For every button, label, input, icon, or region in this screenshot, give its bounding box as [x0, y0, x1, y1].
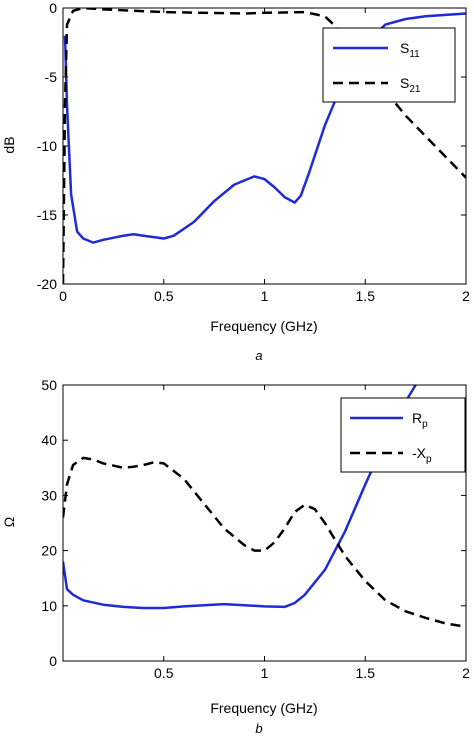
panel-b-y-tick-label: 20	[41, 543, 57, 559]
panel-a-y-tick-label: -5	[45, 69, 58, 85]
panel-b-x-tick-label: 1	[261, 665, 269, 681]
panel-a-y-tick-label: -15	[37, 207, 57, 223]
panel-b-x-tick-label: 0.5	[154, 665, 174, 681]
panel-b-y-tick-label: 40	[41, 432, 57, 448]
panel-b-y-tick-label: 30	[41, 487, 57, 503]
panel-b-y-axis-label: Ω	[1, 517, 17, 527]
panel-a-y-tick-label: -20	[37, 276, 57, 292]
panel-a-legend-label-s21: S21	[400, 75, 421, 95]
panel-a-y-axis-label: dB	[1, 136, 17, 153]
panel-b-legend: Rp -Xp	[340, 397, 466, 473]
panel-a-x-tick-label: 0.5	[154, 288, 174, 304]
panel-a-x-axis-label: Frequency (GHz)	[210, 318, 317, 334]
panel-b-legend-label-xp: -Xp	[412, 445, 432, 465]
panel-b-series-rp-line	[63, 385, 417, 610]
panel-a: 0 0.5 1 1.5 2 0 -5 -10 -15 -20 Frequency (GHz) dB…	[1, 0, 470, 363]
panel-a-x-tick-label: 2	[462, 288, 470, 304]
panel-a-legend-label-s11: S11	[400, 40, 420, 60]
panel-b-legend-box	[340, 397, 466, 473]
panel-b-x-tick-label: 1.5	[356, 665, 376, 681]
panel-a-x-tick-label: 1.5	[356, 288, 376, 304]
panel-a-legend-box	[322, 27, 456, 103]
panel-a-x-tick-label: 1	[261, 288, 269, 304]
panel-b-x-axis-label: Frequency (GHz)	[210, 700, 317, 716]
panel-a-y-tick-label: 0	[49, 0, 57, 16]
panel-b-y-tick-label: 50	[41, 377, 57, 393]
panel-b-series-xp-line	[63, 456, 466, 629]
panel-b-y-tick-label: 0	[49, 653, 57, 669]
panel-a-caption-label: a	[255, 348, 262, 363]
panel-b-x-tick-label: 2	[462, 665, 470, 681]
panel-a-series-s21-line	[63, 8, 466, 284]
panel-a-x-tick-label: 0	[59, 288, 67, 304]
panel-a-y-tick-label: -10	[37, 138, 57, 154]
panel-b-y-tick-label: 10	[41, 598, 57, 614]
panel-b-caption-label: b	[255, 721, 262, 736]
panel-a-legend: S11 S21	[322, 27, 456, 103]
panel-b-legend-label-rp: Rp	[412, 410, 428, 430]
